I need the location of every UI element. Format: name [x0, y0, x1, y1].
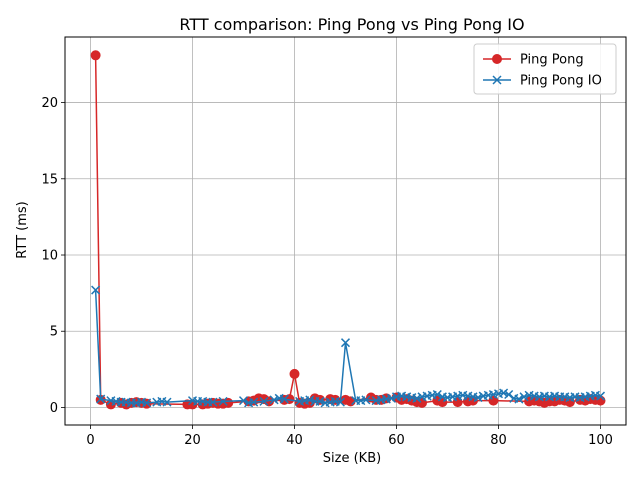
series-ping-pong-io: [91, 285, 606, 408]
legend-label: Ping Pong: [520, 53, 584, 68]
x-tick-label: 60: [388, 433, 405, 448]
marker-stroke: [492, 75, 502, 85]
y-tick-label: 0: [50, 401, 58, 416]
data-point-ping-pong-io: [96, 394, 106, 404]
marker-stroke: [162, 397, 172, 407]
data-point-ping-pong-io: [208, 397, 218, 407]
marker-stroke: [432, 389, 442, 400]
marker-stroke: [142, 398, 152, 408]
data-point-ping-pong-io: [473, 393, 483, 403]
y-tick-label: 15: [41, 172, 58, 187]
x-tick-label: 100: [588, 433, 613, 448]
data-point-ping-pong-io: [91, 285, 101, 295]
axis-ticks: 0 20 40 60 80 100 0 5 10 15 20: [41, 96, 612, 448]
data-point-ping-pong: [289, 368, 300, 379]
data-point-ping-pong-io: [519, 392, 529, 402]
legend-item-ping-pong-io: Ping Pong IO: [483, 74, 602, 89]
y-axis-label: RTT (ms): [15, 201, 30, 258]
marker-stroke: [269, 395, 279, 405]
data-point-ping-pong-io: [340, 338, 351, 348]
data-point-ping-pong-io: [514, 394, 524, 404]
marker-stroke: [91, 285, 101, 295]
data-point-ping-pong-io: [259, 396, 269, 406]
marker-stroke: [473, 393, 483, 403]
data-point-ping-pong-io: [162, 397, 172, 407]
data-point-ping-pong-io: [315, 396, 325, 406]
marker-stroke: [499, 388, 509, 398]
marker-stroke: [386, 393, 396, 403]
x-tick-label: 20: [184, 433, 201, 448]
marker-stroke: [315, 396, 325, 406]
marker-stroke: [305, 395, 315, 405]
marker-stroke: [412, 393, 422, 403]
series-line-ping-pong-io: [94, 290, 601, 404]
data-point-ping-pong-io: [361, 395, 371, 405]
plot-frame: [64, 36, 627, 426]
data-point-ping-pong-io: [432, 389, 442, 400]
series-line-ping-pong: [94, 55, 601, 406]
legend-item-ping-pong: Ping Pong: [483, 53, 584, 68]
legend-label: Ping Pong IO: [520, 74, 602, 89]
marker-stroke: [96, 394, 106, 404]
series-layer: [90, 50, 606, 410]
data-point-ping-pong: [90, 50, 101, 61]
data-point-ping-pong-io: [335, 397, 345, 407]
x-tick-label: 40: [286, 433, 303, 448]
data-point-ping-pong-io: [504, 389, 514, 400]
marker-stroke: [238, 396, 249, 406]
legend-box: [473, 43, 617, 95]
data-point-ping-pong-io: [142, 398, 152, 408]
data-point-ping-pong-io: [412, 393, 422, 403]
legend-marker: [492, 75, 502, 85]
data-point-ping-pong-io: [305, 395, 315, 405]
data-point-ping-pong-io: [595, 391, 606, 401]
grid-lines: [65, 37, 626, 425]
data-point-ping-pong-io: [238, 396, 249, 406]
data-point-ping-pong-io: [218, 396, 228, 406]
data-point-ping-pong-io: [499, 388, 509, 398]
x-axis-label: Size (KB): [323, 451, 381, 466]
data-point-ping-pong-io: [279, 394, 289, 404]
data-point-ping-pong-io: [269, 395, 279, 405]
legend: Ping Pong Ping Pong IO: [473, 43, 617, 95]
marker-stroke: [340, 338, 351, 348]
marker-stroke: [504, 389, 514, 400]
marker-stroke: [208, 397, 218, 407]
data-point-ping-pong-io: [386, 393, 396, 403]
y-tick-label: 10: [41, 249, 58, 264]
marker-stroke: [218, 396, 228, 406]
marker-stroke: [249, 397, 259, 407]
legend-marker: [492, 54, 502, 64]
marker-stroke: [595, 391, 606, 401]
marker-stroke: [335, 397, 345, 407]
marker-stroke: [259, 396, 269, 406]
marker-stroke: [361, 395, 371, 405]
y-tick-label: 20: [41, 96, 58, 111]
marker-stroke: [519, 392, 529, 402]
data-point-ping-pong-io: [249, 397, 259, 407]
marker-stroke: [279, 394, 289, 404]
y-tick-label: 5: [50, 325, 58, 340]
x-tick-label: 80: [490, 433, 507, 448]
chart-title: RTT comparison: Ping Pong vs Ping Pong I…: [179, 15, 524, 34]
x-tick-label: 0: [86, 433, 94, 448]
marker-stroke: [514, 394, 524, 404]
